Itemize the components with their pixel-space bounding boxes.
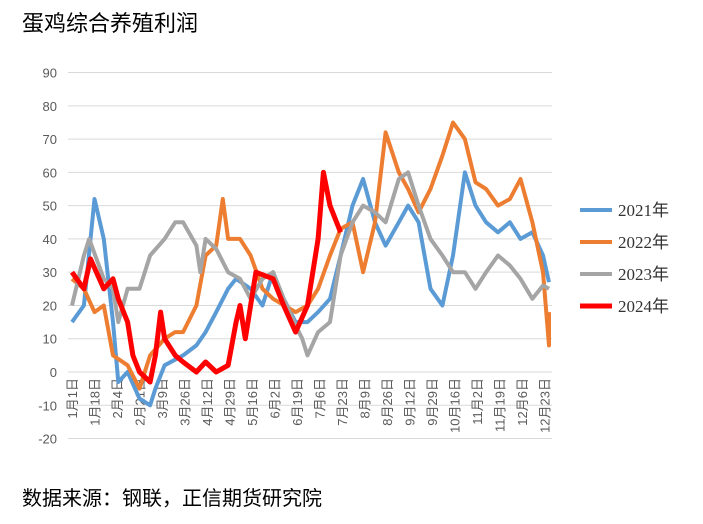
y-tick-label: 60 (43, 165, 57, 180)
x-tick-label: 4月29日 (222, 378, 237, 426)
x-tick-label: 7月23日 (335, 378, 350, 426)
series-line-2023年 (70, 170, 550, 358)
x-tick-label: 5月16日 (245, 378, 260, 426)
x-tick-label: 3月26日 (177, 378, 192, 426)
x-tick-label: 3月9日 (155, 378, 170, 418)
x-tick-label: 1月1日 (65, 378, 80, 418)
x-tick-label: 4月12日 (200, 378, 215, 426)
y-tick-label: -20 (38, 432, 57, 447)
x-tick-label: 12月6日 (515, 378, 530, 426)
y-tick-label: 50 (43, 199, 57, 214)
y-tick-label: 0 (50, 365, 57, 380)
y-tick-label: 70 (43, 132, 57, 147)
x-tick-label: 8月9日 (357, 378, 372, 418)
y-tick-label: 80 (43, 99, 57, 114)
chart-title: 蛋鸡综合养殖利润 (22, 12, 199, 37)
x-tick-label: 8月26日 (380, 378, 395, 426)
source-note: 数据来源：钢联，正信期货研究院 (22, 486, 322, 510)
x-tick-label: 2月4日 (110, 378, 125, 418)
x-tick-label: 1月18日 (87, 378, 102, 426)
x-tick-label: 11月2日 (470, 378, 485, 425)
y-tick-label: 10 (43, 332, 57, 347)
series-line-2021年 (70, 170, 551, 408)
x-tick-label: 7月6日 (312, 378, 327, 418)
legend-label: 2021年 (618, 201, 669, 220)
x-tick-label: 9月29日 (425, 378, 440, 426)
x-tick-label: 9月12日 (402, 378, 417, 426)
y-tick-label: -10 (38, 398, 57, 413)
y-tick-label: 20 (43, 298, 57, 313)
legend-label: 2022年 (618, 233, 669, 252)
legend-label: 2024年 (618, 297, 669, 316)
x-tick-label: 11月19日 (492, 378, 507, 432)
y-tick-label: 90 (43, 66, 57, 81)
legend-label: 2023年 (618, 265, 669, 284)
x-tick-label: 6月2日 (267, 378, 282, 418)
y-tick-label: 30 (43, 265, 57, 280)
x-tick-label: 6月19日 (290, 378, 305, 426)
x-tick-label: 12月23日 (537, 378, 552, 433)
y-tick-label: 40 (43, 232, 57, 247)
x-tick-label: 10月16日 (447, 378, 462, 433)
series-line-2024年 (69, 169, 343, 385)
